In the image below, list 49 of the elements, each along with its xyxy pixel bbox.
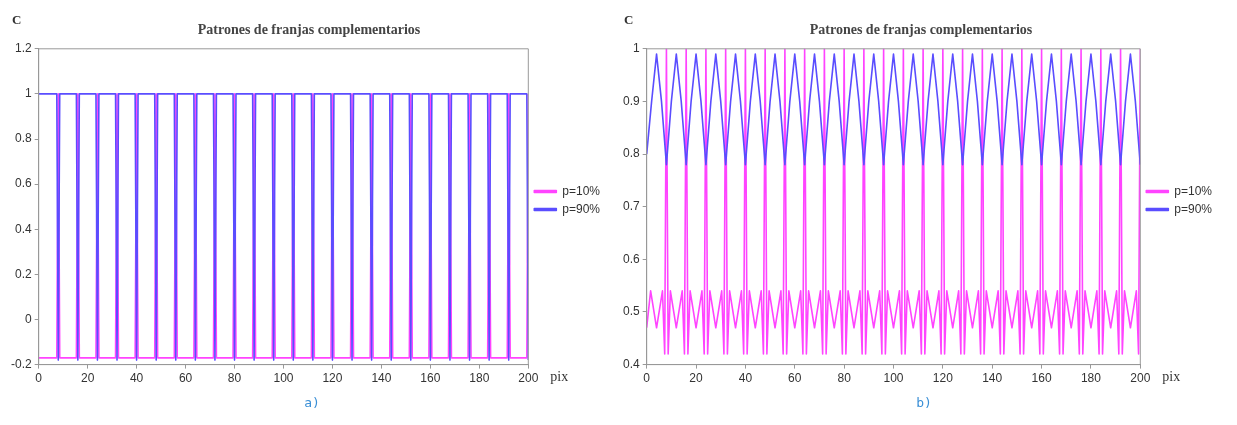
x-tick-label: 140 — [982, 371, 1003, 386]
x-tick-label: 180 — [469, 371, 490, 386]
y-tick-label: 0.6 — [14, 176, 32, 191]
x-tick-label: 120 — [932, 371, 954, 386]
x-tick-label: 160 — [1031, 371, 1052, 386]
legend-label: p=10% — [562, 183, 601, 198]
y-tick-label: 1 — [24, 86, 32, 101]
y-tick-label: 0.4 — [622, 356, 640, 371]
x-axis-title: pix — [550, 369, 569, 385]
x-tick-label: 0 — [35, 371, 43, 386]
x-tick-label: 0 — [643, 371, 651, 386]
y-tick-label: 0.7 — [622, 199, 640, 214]
x-tick-label: 20 — [80, 371, 95, 386]
legend-label: p=90% — [562, 201, 601, 216]
x-tick-label: 160 — [420, 371, 441, 386]
y-axis-title: C — [624, 12, 634, 27]
legend-label: p=90% — [1174, 201, 1213, 216]
x-tick-label: 200 — [518, 371, 539, 386]
x-tick-label: 20 — [689, 371, 704, 386]
x-tick-label: 200 — [1130, 371, 1151, 386]
y-tick-label: 0.6 — [622, 251, 640, 266]
y-tick-label: 1 — [632, 41, 640, 56]
y-tick-label: -0.2 — [10, 356, 32, 371]
x-tick-label: 60 — [788, 371, 802, 386]
x-tick-label: 60 — [178, 371, 193, 386]
x-tick-label: 180 — [1080, 371, 1102, 386]
y-tick-label: 0.5 — [622, 304, 640, 319]
x-tick-label: 80 — [227, 371, 242, 386]
legend-label: p=10% — [1174, 183, 1213, 198]
y-tick-label: 0.8 — [622, 146, 640, 161]
y-tick-label: 0.4 — [14, 221, 32, 236]
y-tick-label: 0 — [24, 311, 32, 326]
x-tick-label: 80 — [837, 371, 852, 386]
chart-title: Patrones de franjas complementarios — [809, 22, 1033, 38]
text: b) — [916, 395, 932, 410]
y-tick-label: 0.9 — [622, 93, 640, 108]
x-tick-label: 100 — [273, 371, 294, 386]
y-axis-title: C — [12, 12, 22, 27]
x-axis-title: pix — [1162, 369, 1181, 385]
x-tick-label: 40 — [129, 371, 144, 386]
x-tick-label: 40 — [738, 371, 753, 386]
x-tick-label: 120 — [322, 371, 343, 386]
y-tick-label: 0.8 — [14, 131, 32, 146]
text: a) — [304, 395, 320, 410]
x-tick-label: 100 — [883, 371, 904, 386]
x-tick-label: 140 — [371, 371, 392, 386]
y-tick-label: 0.2 — [14, 266, 32, 281]
chart-title: Patrones de franjas complementarios — [197, 22, 421, 38]
y-tick-label: 1.2 — [14, 41, 32, 56]
